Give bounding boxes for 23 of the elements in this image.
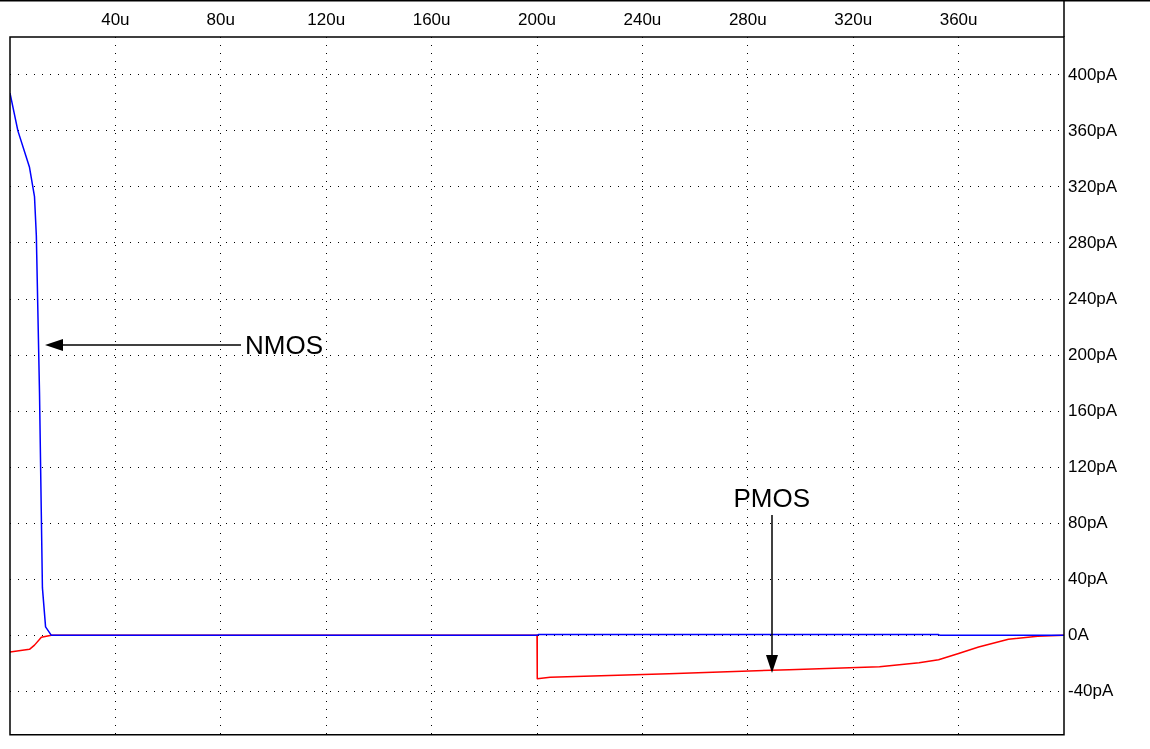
annotation: NMOS: [245, 330, 323, 360]
x-tick-label: 160u: [412, 10, 451, 30]
y-tick-label: 200pA: [1068, 344, 1118, 364]
x-tick-label: 240u: [623, 10, 662, 30]
x-tick-label: 120u: [307, 10, 346, 30]
x-tick-label: 80u: [206, 10, 235, 30]
y-tick-label: -40pA: [1068, 681, 1115, 701]
x-tick-label: 40u: [101, 10, 130, 30]
y-tick-label: 0A: [1068, 625, 1090, 644]
y-tick-label: 400pA: [1068, 64, 1118, 84]
y-tick-label: 120pA: [1068, 456, 1118, 476]
x-tick-label: 360u: [939, 10, 978, 30]
x-tick-label: 200u: [518, 10, 556, 30]
y-tick-label: 160pA: [1068, 400, 1118, 420]
x-tick-label: 280u: [728, 10, 767, 30]
y-tick-label: 40pA: [1068, 568, 1109, 588]
y-tick-label: 280pA: [1068, 232, 1118, 252]
annotation: PMOS: [733, 483, 811, 513]
y-tick-label: 360pA: [1068, 120, 1118, 140]
x-tick-label: 320u: [834, 10, 873, 30]
y-tick-label: 80pA: [1068, 512, 1109, 532]
y-tick-label: 320pA: [1068, 176, 1118, 196]
y-tick-label: 240pA: [1068, 288, 1118, 308]
